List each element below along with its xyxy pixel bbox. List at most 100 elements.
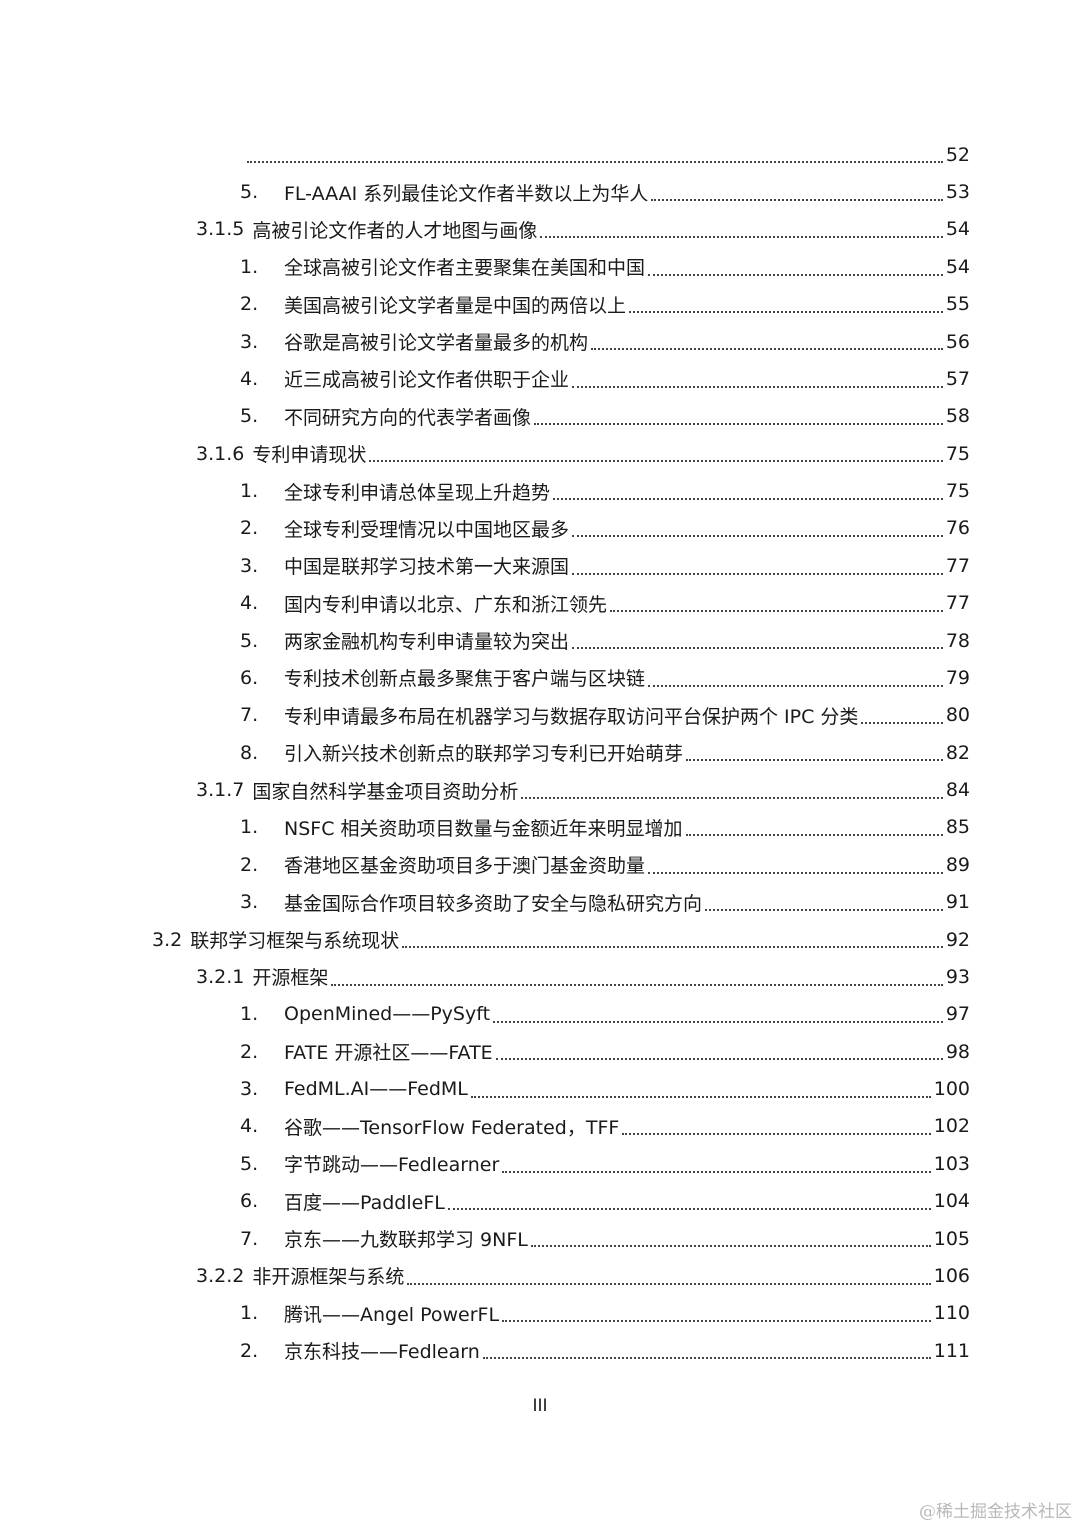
toc-entry[interactable]: 4. 近三成高被引论文作者供职于企业 57 [0, 360, 1080, 397]
toc-entry-title: FATE 开源社区——FATE [284, 1042, 493, 1065]
toc-entry-page: 93 [945, 965, 970, 988]
toc-entry[interactable]: 2. FATE 开源社区——FATE 98 [0, 1033, 1080, 1070]
toc-entry-title: 专利申请现状 [252, 444, 367, 467]
toc-entry-number: 3.1.7 [196, 779, 245, 802]
leader-dots [572, 385, 943, 388]
toc-entry[interactable]: 1. NSFC 相关资助项目数量与金额近年来明显增加 85 [0, 809, 1080, 846]
leader-dots [369, 460, 943, 463]
leader-dots [502, 1170, 931, 1173]
watermark: @稀土掘金技术社区 [919, 1502, 1072, 1522]
toc-entry-number: 3.1.5 [196, 218, 245, 241]
toc-entry[interactable]: 3. 基金国际合作项目较多资助了安全与隐私研究方向 91 [0, 884, 1080, 921]
toc-entry[interactable]: 3. 谷歌是高被引论文学者量最多的机构 56 [0, 323, 1080, 360]
toc-entry[interactable]: 7. 京东——九数联邦学习 9NFL 105 [0, 1220, 1080, 1257]
toc-entry-page: 57 [945, 367, 970, 390]
toc-entry-title: 京东——九数联邦学习 9NFL [284, 1229, 528, 1252]
leader-dots [247, 161, 943, 164]
toc-entry[interactable]: 1. OpenMined——PySyft 97 [0, 996, 1080, 1033]
leader-dots [648, 871, 943, 874]
leader-dots [534, 423, 943, 425]
leader-dots [540, 236, 943, 239]
toc-entry[interactable]: 52 [0, 136, 1080, 173]
toc-entry-page: 53 [945, 181, 970, 204]
toc-entry-page: 110 [933, 1302, 970, 1325]
leader-dots [402, 946, 943, 949]
toc-entry-title: 近三成高被引论文作者供职于企业 [284, 369, 570, 392]
leader-dots [651, 198, 943, 201]
toc-entry[interactable]: 3.2 联邦学习框架与系统现状 92 [0, 921, 1080, 958]
toc-entry-title: FedML.AI——FedML [284, 1078, 468, 1101]
table-of-contents: 52 5. FL-AAAI 系列最佳论文作者半数以上为华人 53 3.1.5 高被引论文作… [0, 136, 1080, 1369]
toc-entry-title: 百度——PaddleFL [284, 1191, 445, 1214]
toc-entry[interactable]: 3.1.5 高被引论文作者的人才地图与画像 54 [0, 211, 1080, 248]
toc-entry-title: 全球专利申请总体呈现上升趋势 [284, 481, 551, 504]
leader-dots [648, 273, 943, 276]
toc-entry-title: 香港地区基金资助项目多于澳门基金资助量 [284, 855, 646, 878]
toc-entry[interactable]: 8. 引入新兴技术创新点的联邦学习专利已开始萌芽 82 [0, 734, 1080, 771]
toc-entry[interactable]: 3.1.7 国家自然科学基金项目资助分析 84 [0, 771, 1080, 808]
toc-entry-title: 开源框架 [252, 967, 329, 990]
toc-entry-number: 5. [240, 629, 259, 652]
leader-dots [629, 310, 943, 313]
toc-entry-number: 3.2.2 [196, 1264, 245, 1287]
toc-entry-title: OpenMined——PySyft [284, 1003, 491, 1026]
toc-entry-page: 77 [945, 554, 970, 577]
toc-entry[interactable]: 5. 两家金融机构专利申请量较为突出 78 [0, 622, 1080, 659]
leader-dots [495, 1058, 943, 1061]
toc-entry[interactable]: 2. 京东科技——Fedlearn 111 [0, 1332, 1080, 1369]
toc-entry[interactable]: 1. 全球专利申请总体呈现上升趋势 75 [0, 472, 1080, 509]
toc-entry-page: 106 [933, 1264, 970, 1287]
toc-entry[interactable]: 5. FL-AAAI 系列最佳论文作者半数以上为华人 53 [0, 173, 1080, 210]
toc-entry[interactable]: 5. 字节跳动——Fedlearner 103 [0, 1145, 1080, 1182]
toc-entry[interactable]: 3. FedML.AI——FedML 100 [0, 1070, 1080, 1107]
toc-entry-title: 谷歌——TensorFlow Federated，TFF [284, 1116, 620, 1139]
toc-entry-number: 3.2 [152, 928, 183, 951]
toc-entry-number: 3.2.1 [196, 965, 245, 988]
toc-entry-number: 5. [240, 405, 259, 428]
toc-entry-page: 58 [945, 405, 970, 428]
toc-entry[interactable]: 2. 香港地区基金资助项目多于澳门基金资助量 89 [0, 846, 1080, 883]
toc-entry[interactable]: 2. 全球专利受理情况以中国地区最多 76 [0, 510, 1080, 547]
leader-dots [553, 497, 943, 500]
toc-entry-number: 3. [240, 1078, 259, 1101]
toc-entry[interactable]: 3.2.2 非开源框架与系统 106 [0, 1257, 1080, 1294]
toc-entry[interactable]: 4. 国内专利申请以北京、广东和浙江领先 77 [0, 585, 1080, 622]
toc-entry[interactable]: 7. 专利申请最多布局在机器学习与数据存取访问平台保护两个 IPC 分类 80 [0, 697, 1080, 734]
toc-entry-page: 97 [945, 1003, 970, 1026]
toc-entry-page: 56 [945, 330, 970, 353]
leader-dots [502, 1320, 931, 1322]
toc-entry-page: 80 [945, 704, 970, 727]
toc-entry-title: 腾讯——Angel PowerFL [284, 1303, 500, 1326]
toc-entry[interactable]: 6. 专利技术创新点最多聚焦于客户端与区块链 79 [0, 659, 1080, 696]
toc-entry-page: 76 [945, 517, 970, 540]
toc-entry-page: 82 [945, 741, 970, 764]
toc-entry-title: 引入新兴技术创新点的联邦学习专利已开始萌芽 [284, 743, 684, 766]
toc-entry-page: 75 [945, 480, 970, 503]
toc-entry-page: 77 [945, 592, 970, 615]
toc-entry[interactable]: 1. 全球高被引论文作者主要聚集在美国和中国 54 [0, 248, 1080, 285]
toc-entry-number: 4. [240, 592, 259, 615]
toc-entry[interactable]: 1. 腾讯——Angel PowerFL 110 [0, 1295, 1080, 1332]
toc-entry-page: 100 [933, 1078, 970, 1101]
toc-entry-title: 专利申请最多布局在机器学习与数据存取访问平台保护两个 IPC 分类 [284, 705, 859, 728]
toc-entry-page: 54 [945, 218, 970, 241]
toc-entry[interactable]: 3.2.1 开源框架 93 [0, 958, 1080, 995]
toc-entry-number: 2. [240, 1040, 259, 1063]
toc-entry-title: 国内专利申请以北京、广东和浙江领先 [284, 593, 608, 616]
toc-entry-title: 国家自然科学基金项目资助分析 [252, 780, 519, 803]
toc-entry[interactable]: 3.1.6 专利申请现状 75 [0, 435, 1080, 472]
toc-entry-number: 4. [240, 1115, 259, 1138]
toc-entry-title: 非开源框架与系统 [252, 1266, 405, 1289]
toc-entry[interactable]: 5. 不同研究方向的代表学者画像 58 [0, 398, 1080, 435]
toc-entry-page: 98 [945, 1040, 970, 1063]
leader-dots [470, 1095, 931, 1098]
toc-entry[interactable]: 4. 谷歌——TensorFlow Federated，TFF 102 [0, 1108, 1080, 1145]
toc-entry-number: 5. [240, 181, 259, 204]
toc-entry-page: 78 [945, 629, 970, 652]
toc-entry[interactable]: 2. 美国高被引论文学者量是中国的两倍以上 55 [0, 286, 1080, 323]
toc-entry-number: 3. [240, 330, 259, 353]
toc-entry[interactable]: 6. 百度——PaddleFL 104 [0, 1183, 1080, 1220]
toc-entry-number: 6. [240, 666, 259, 689]
toc-entry-page: 111 [933, 1339, 970, 1362]
toc-entry[interactable]: 3. 中国是联邦学习技术第一大来源国 77 [0, 547, 1080, 584]
